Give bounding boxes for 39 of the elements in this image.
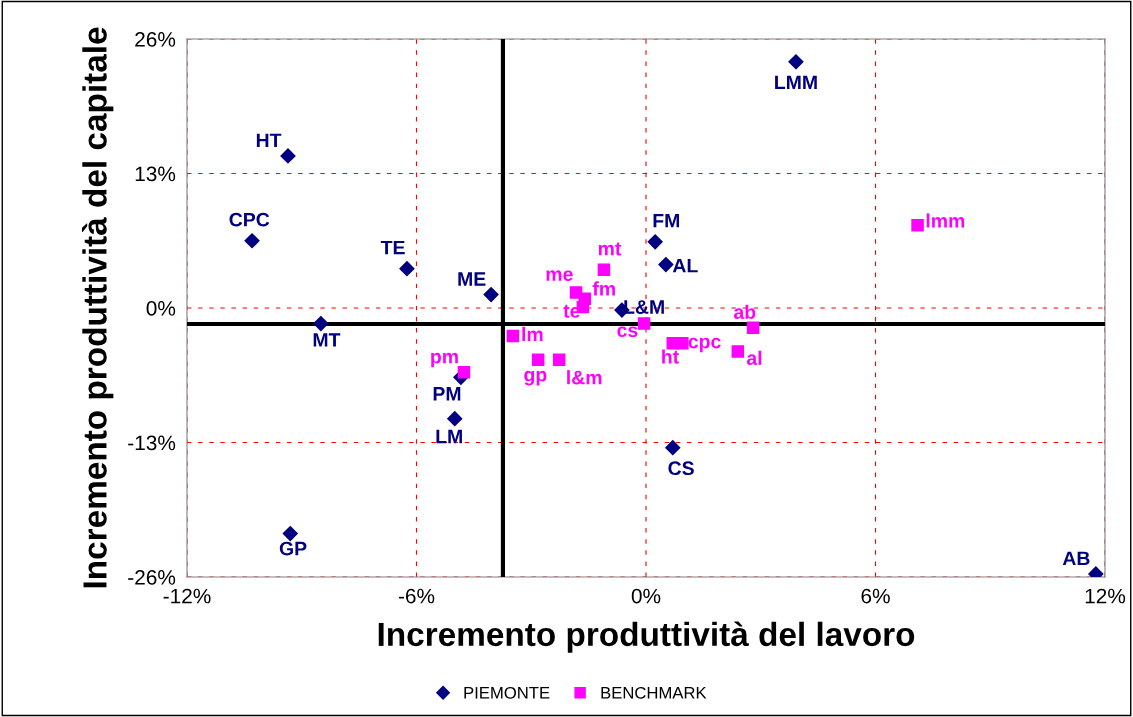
x-tick-label: -12% [163,588,211,604]
y-axis-title: Incremento produttività del capitale [82,27,114,588]
x-tick-label: -6% [398,588,435,604]
annotation: AB [1062,551,1090,566]
y-tick-label: -13% [128,435,176,451]
annotation: MT [313,333,341,347]
annotation: GP [279,541,307,556]
annotation: fm [592,281,615,296]
annotation: cs [617,326,638,338]
annotation: PM [433,387,461,401]
x-axis-title: Incremento produttività del lavoro [378,621,915,653]
x-tick-label: 12% [1085,588,1126,604]
annotation: mt [598,242,622,256]
annotation: CS [668,461,694,476]
annotation: TE [380,240,405,255]
annotation: l&m [567,370,602,385]
annotation: CPC [229,212,270,227]
legend-label: PIEMONTE [464,686,550,699]
annotation: ab [733,304,756,319]
annotation: ME [458,272,486,286]
annotation: gp [524,370,547,386]
y-tick-label: 26% [135,32,176,47]
annotation: ht [662,349,679,364]
annotation: me [546,270,573,282]
annotation: lmm [926,213,965,228]
annotation: pm [431,352,458,368]
y-tick-label: -26% [128,570,176,585]
annotation: FM [653,213,680,228]
y-tick-label: 0% [146,301,176,316]
annotation: LMM [775,75,817,90]
annotation: al [746,350,762,366]
annotation: LM [436,429,462,444]
annotation: lm [522,326,543,341]
annotation: HT [256,133,282,148]
x-tick-label: 6% [861,588,890,604]
legend-label: BENCHMARK [601,686,707,699]
annotation: AL [672,258,698,273]
x-tick-label: 0% [631,588,661,604]
y-tick-label: 13% [135,166,176,182]
